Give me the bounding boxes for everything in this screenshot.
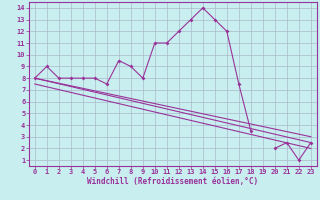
X-axis label: Windchill (Refroidissement éolien,°C): Windchill (Refroidissement éolien,°C) xyxy=(87,177,258,186)
